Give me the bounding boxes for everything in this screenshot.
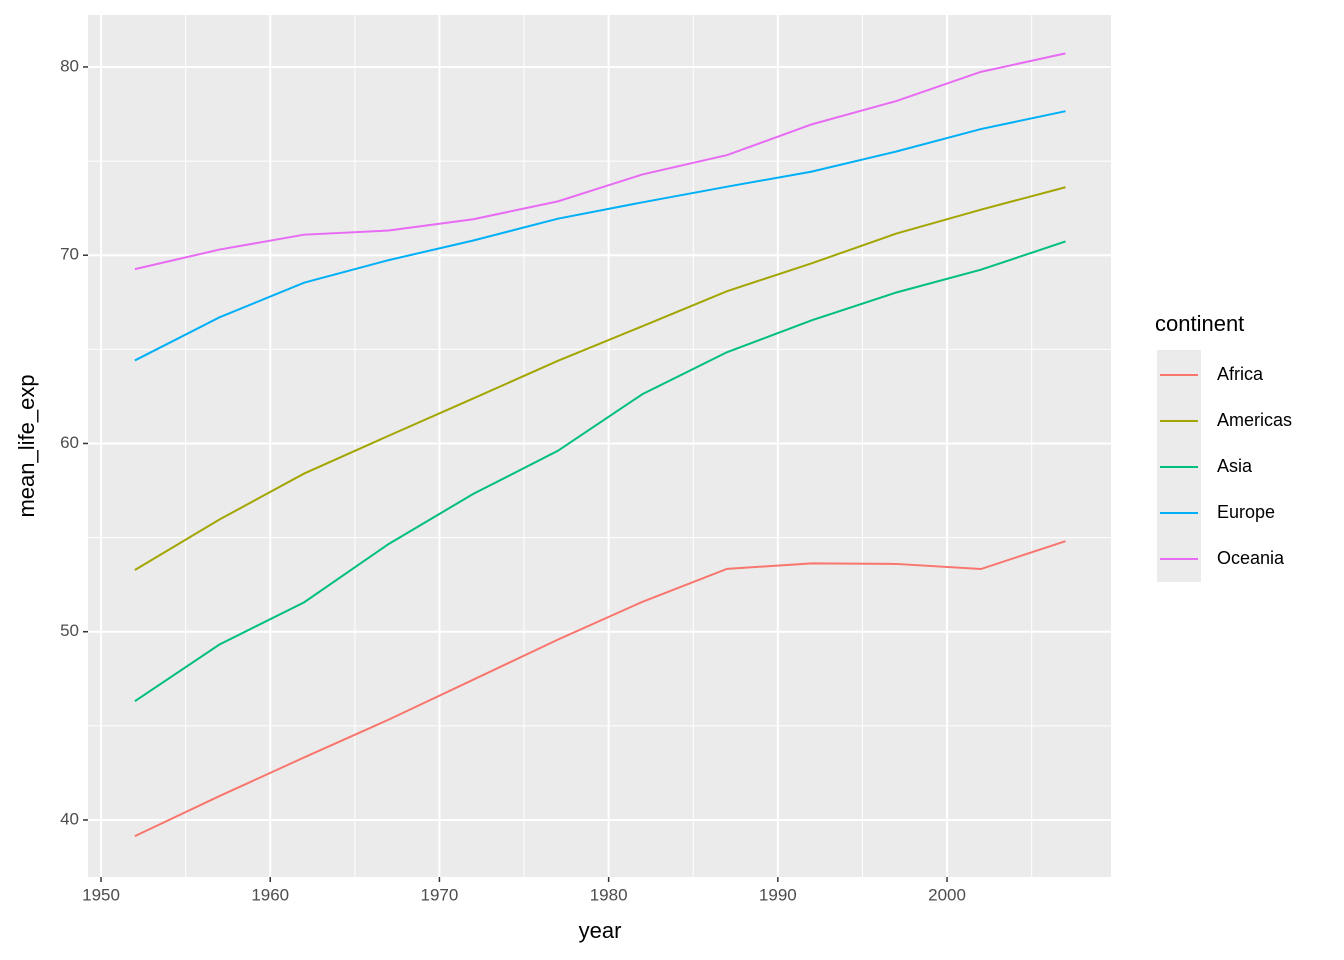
legend-title: continent	[1155, 311, 1244, 336]
x-tick-label: 1950	[82, 885, 120, 904]
y-tick-label: 80	[60, 56, 79, 75]
legend-label: Asia	[1217, 456, 1253, 476]
series-line	[134, 186, 1066, 571]
y-tick-label: 60	[60, 433, 79, 452]
series-line	[134, 540, 1066, 838]
y-axis-title: mean_life_exp	[14, 374, 39, 517]
legend-label: Americas	[1217, 410, 1292, 430]
x-tick-label: 1980	[590, 885, 628, 904]
x-tick-label: 2000	[928, 885, 966, 904]
series-line	[134, 240, 1066, 703]
x-axis-title: year	[579, 918, 622, 943]
y-tick-label: 50	[60, 621, 79, 640]
series-line	[134, 52, 1066, 271]
x-tick-label: 1960	[251, 885, 289, 904]
x-tick-label: 1970	[421, 885, 459, 904]
series-line	[134, 110, 1066, 362]
y-tick-label: 40	[60, 809, 79, 828]
x-tick-label: 1990	[759, 885, 797, 904]
legend-label: Europe	[1217, 502, 1275, 522]
legend-label: Oceania	[1217, 548, 1285, 568]
panel	[88, 15, 1111, 877]
legend-label: Africa	[1217, 364, 1264, 384]
y-tick-label: 70	[60, 245, 79, 264]
